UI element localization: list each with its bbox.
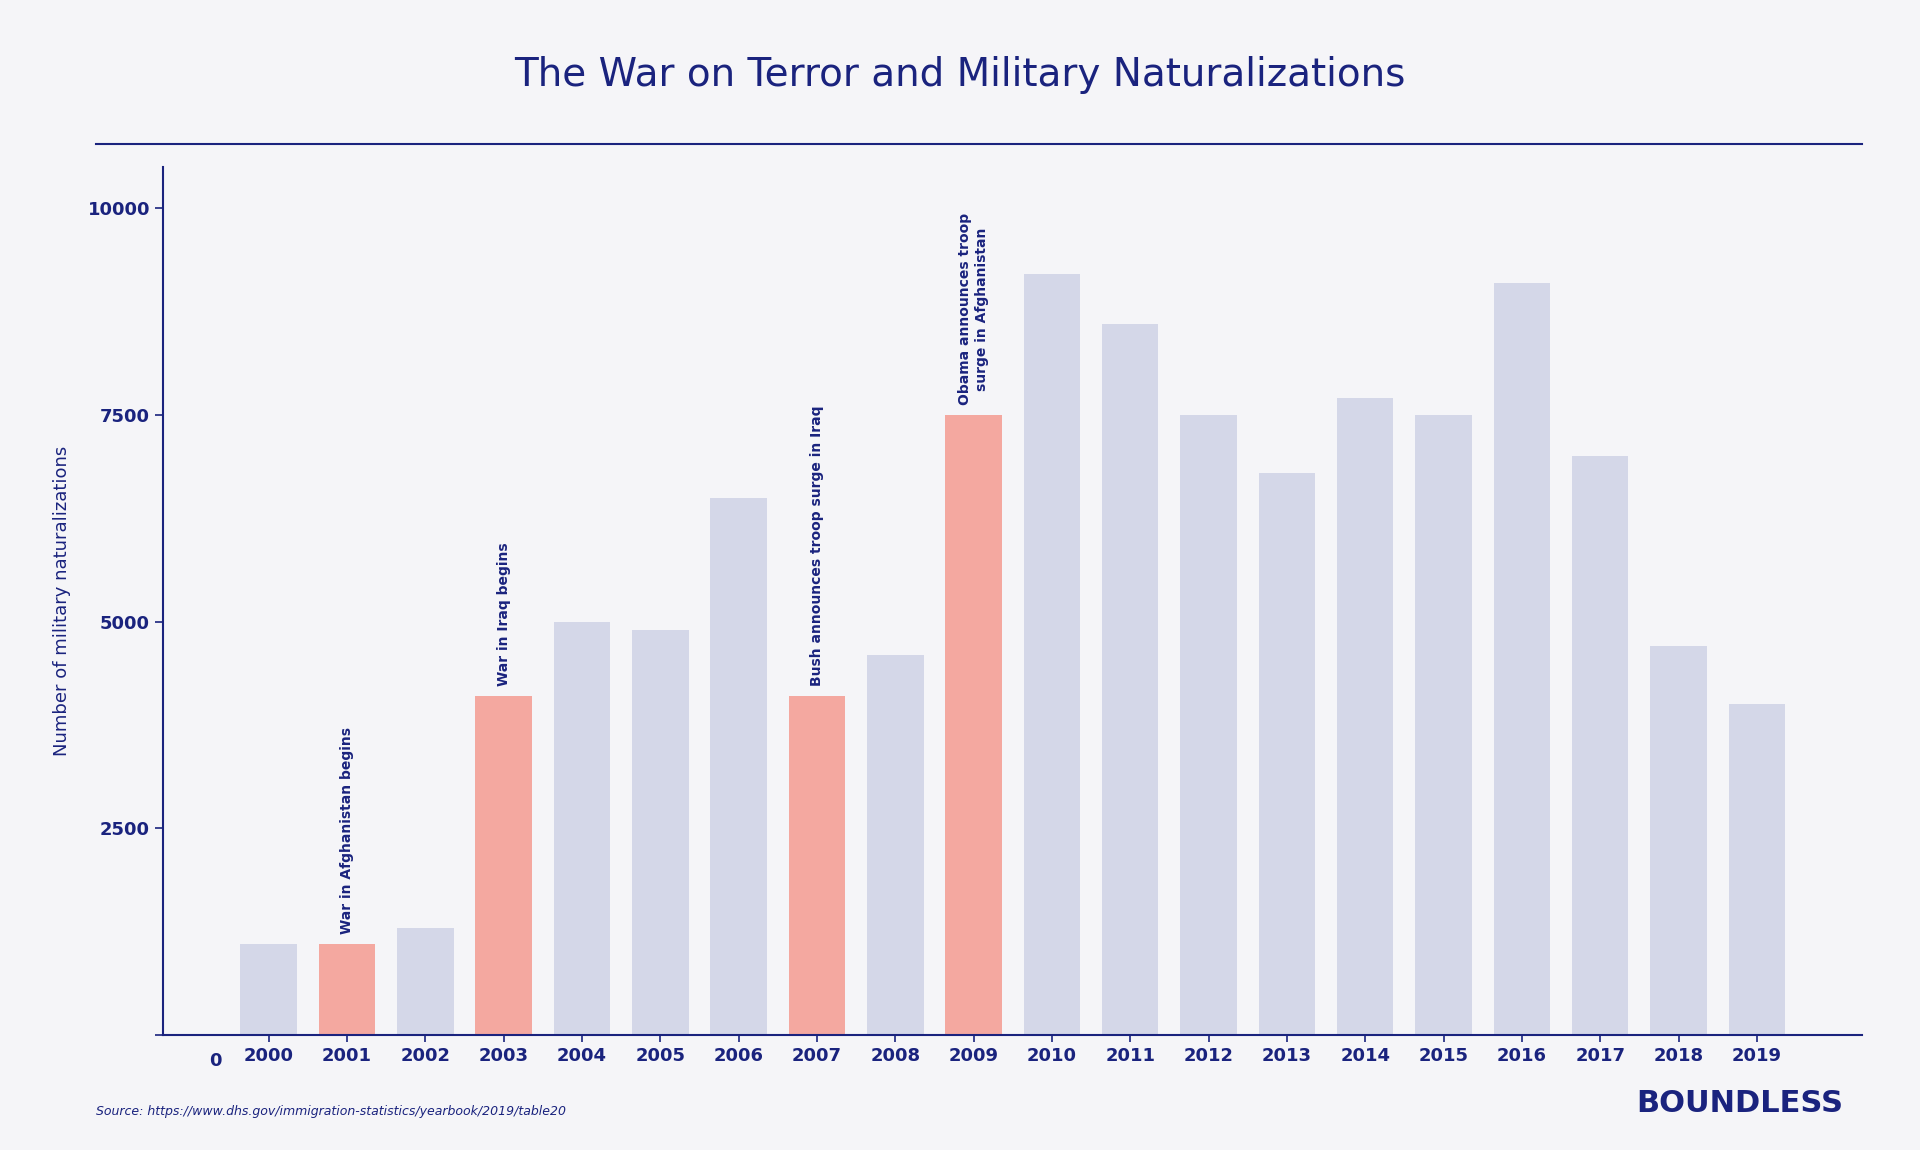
- Bar: [1102, 324, 1158, 1035]
- Text: 0: 0: [209, 1051, 221, 1070]
- Bar: [945, 415, 1002, 1035]
- Bar: [1572, 457, 1628, 1035]
- Bar: [1023, 274, 1081, 1035]
- Bar: [710, 498, 766, 1035]
- Bar: [789, 696, 845, 1035]
- Bar: [397, 928, 453, 1035]
- Text: War in Iraq begins: War in Iraq begins: [497, 543, 511, 687]
- Text: Obama announces troop
surge in Afghanistan: Obama announces troop surge in Afghanist…: [958, 213, 989, 405]
- Text: Source: https://www.dhs.gov/immigration-statistics/yearbook/2019/table20: Source: https://www.dhs.gov/immigration-…: [96, 1105, 566, 1118]
- Bar: [1181, 415, 1236, 1035]
- Bar: [476, 696, 532, 1035]
- Text: BOUNDLESS: BOUNDLESS: [1636, 1089, 1843, 1118]
- Bar: [240, 944, 298, 1035]
- Bar: [1260, 473, 1315, 1035]
- Bar: [553, 621, 611, 1035]
- Text: War in Afghanistan begins: War in Afghanistan begins: [340, 727, 353, 934]
- Bar: [1336, 398, 1394, 1035]
- Bar: [1415, 415, 1473, 1035]
- Bar: [1651, 646, 1707, 1035]
- Bar: [632, 630, 689, 1035]
- Bar: [868, 654, 924, 1035]
- Text: Bush announces troop surge in Iraq: Bush announces troop surge in Iraq: [810, 406, 824, 687]
- Text: The War on Terror and Military Naturalizations: The War on Terror and Military Naturaliz…: [515, 55, 1405, 94]
- Bar: [319, 944, 374, 1035]
- Y-axis label: Number of military naturalizations: Number of military naturalizations: [54, 446, 71, 756]
- Bar: [1728, 704, 1786, 1035]
- Bar: [1494, 283, 1549, 1035]
